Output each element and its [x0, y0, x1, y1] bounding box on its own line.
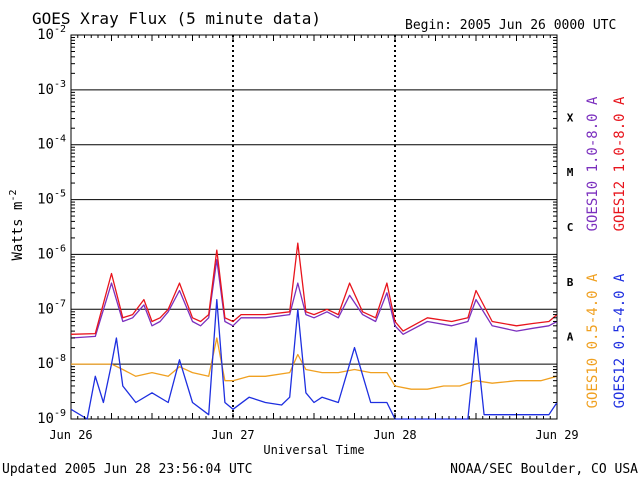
y-axis-ticks: 10-910-810-710-610-510-410-310-2	[37, 24, 557, 427]
flare-class-label: M	[567, 166, 574, 179]
y-tick-label: 10-3	[37, 79, 66, 98]
legend-item: GOES10 1.0-8.0 A	[585, 96, 601, 231]
y-tick-exponent: -7	[54, 298, 66, 309]
y-tick-exponent: -4	[54, 134, 66, 145]
y-tick-base: 10	[37, 246, 54, 262]
y-tick-base: 10	[37, 411, 54, 427]
begin-date-label: Begin: 2005 Jun 26 0000 UTC	[405, 18, 616, 33]
y-tick-base: 10	[37, 301, 54, 317]
x-tick-label: Jun 29	[535, 428, 578, 442]
y-axis-label: Watts m-2	[8, 189, 26, 260]
y-tick-label: 10-2	[37, 24, 66, 43]
y-axis-label-sup: -2	[8, 189, 19, 201]
flare-class-label: B	[567, 276, 574, 289]
flare-class-label: C	[567, 221, 574, 234]
y-tick-label: 10-7	[37, 298, 66, 317]
chart-title: GOES Xray Flux (5 minute data)	[32, 9, 321, 28]
x-tick-label: Jun 28	[373, 428, 416, 442]
legend-item: GOES10 0.5-4.0 A	[585, 273, 601, 408]
y-axis-label-text: Watts m	[10, 202, 26, 261]
y-tick-label: 10-6	[37, 243, 66, 262]
updated-timestamp: Updated 2005 Jun 28 23:56:04 UTC	[2, 462, 252, 477]
y-tick-exponent: -2	[54, 24, 66, 35]
legend-item: GOES12 0.5-4.0 A	[612, 273, 628, 408]
y-tick-label: 10-4	[37, 134, 66, 153]
y-tick-base: 10	[37, 27, 54, 43]
y-tick-base: 10	[37, 192, 54, 208]
x-axis-label: Universal Time	[263, 443, 364, 457]
legend: GOES10 1.0-8.0 A GOES12 1.0-8.0 A GOES10 0…	[585, 96, 628, 408]
y-tick-base: 10	[37, 137, 54, 153]
y-tick-base: 10	[37, 356, 54, 372]
x-tick-label: Jun 26	[49, 428, 92, 442]
series-line	[71, 337, 558, 390]
y-tick-exponent: -5	[54, 189, 66, 200]
series-layer	[70, 242, 558, 420]
legend-item: GOES12 1.0-8.0 A	[612, 96, 628, 231]
plot-area	[70, 34, 558, 420]
y-tick-label: 10-5	[37, 189, 66, 208]
x-tick-label: Jun 27	[211, 428, 254, 442]
y-tick-base: 10	[37, 82, 54, 98]
source-credit: NOAA/SEC Boulder, CO USA	[450, 462, 638, 477]
y-tick-exponent: -8	[54, 353, 66, 364]
plot-frame	[70, 34, 558, 420]
flare-class-label: A	[567, 331, 574, 344]
flare-class-labels: A B C M X	[567, 111, 574, 343]
gridlines	[71, 35, 557, 419]
series-line	[70, 259, 558, 339]
y-tick-exponent: -6	[54, 243, 66, 254]
flare-class-label: X	[567, 111, 574, 124]
x-axis-ticks: Jun 26 Jun 27 Jun 28 Jun 29	[49, 35, 579, 442]
y-tick-exponent: -3	[54, 79, 66, 90]
y-tick-label: 10-9	[37, 408, 66, 427]
y-tick-label: 10-8	[37, 353, 66, 372]
y-tick-exponent: -9	[54, 408, 66, 419]
series-line	[70, 242, 558, 335]
